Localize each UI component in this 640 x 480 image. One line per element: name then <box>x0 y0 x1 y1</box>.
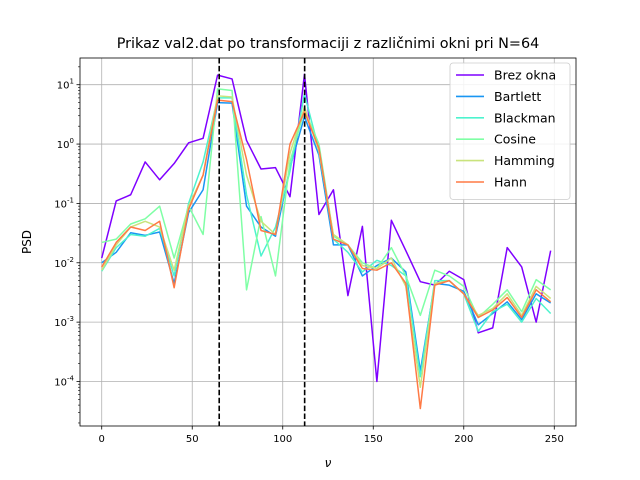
x-tick-label: 200 <box>454 434 473 445</box>
x-tick-label: 150 <box>364 434 383 445</box>
x-tick-label: 50 <box>186 434 199 445</box>
axes-frame <box>79 57 577 427</box>
x-axis-label: ν <box>325 456 332 470</box>
y-tick-label: 10-3 <box>54 315 74 329</box>
legend: Brez okna Bartlett Blackman Cosine Hamming Ha… <box>449 62 571 200</box>
x-tick-label: 100 <box>273 434 292 445</box>
legend-label: Bartlett <box>494 89 541 104</box>
legend-label: Hamming <box>494 153 555 168</box>
x-tick-label: 0 <box>99 434 105 445</box>
chart-title: Prikaz val2.dat po transformaciji z razl… <box>117 36 540 52</box>
plot-area: 0 50 100 150 200 250 10-4 10-3 10-2 10-1 100 101 Bre… <box>54 57 577 445</box>
x-tick-label: 250 <box>545 434 564 445</box>
series-line-6 <box>101 99 552 410</box>
y-tick-label: 10-2 <box>54 256 74 270</box>
y-tick-label: 101 <box>57 78 74 92</box>
y-tick-label: 10-1 <box>54 196 74 210</box>
legend-label: Brez okna <box>494 68 556 83</box>
legend-label: Cosine <box>494 132 536 147</box>
y-tick-label: 100 <box>57 137 74 151</box>
legend-label: Blackman <box>494 110 556 125</box>
y-tick-label: 10-4 <box>54 374 74 388</box>
y-axis-label: PSD <box>20 230 34 254</box>
legend-label: Hann <box>494 175 527 190</box>
